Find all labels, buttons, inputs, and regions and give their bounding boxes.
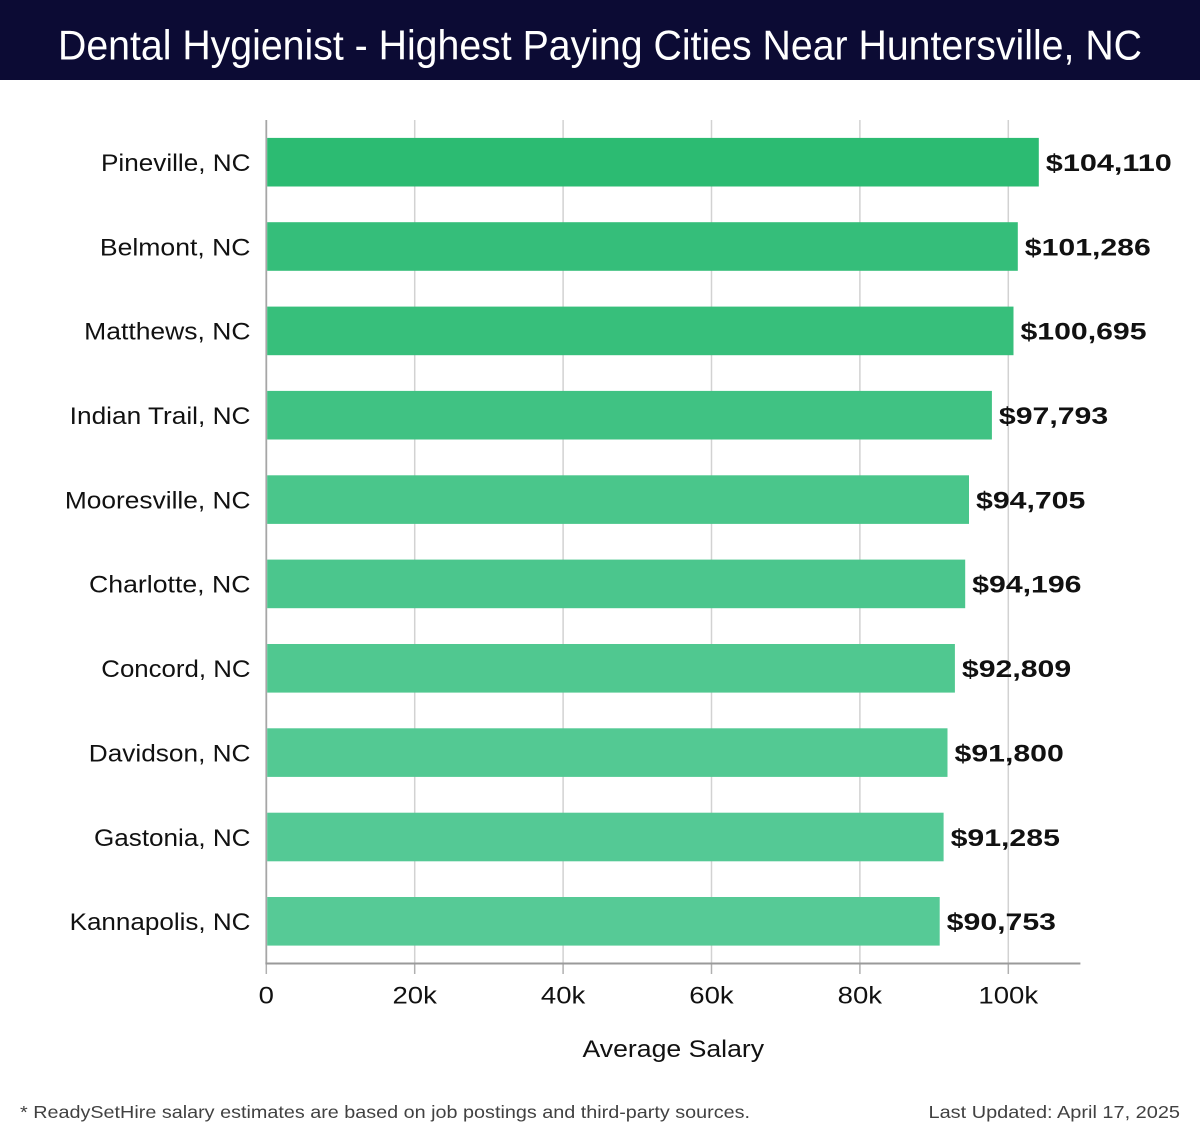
- svg-text:Gastonia, NC: Gastonia, NC: [94, 825, 251, 852]
- svg-text:$97,793: $97,793: [999, 403, 1108, 430]
- svg-text:Pineville, NC: Pineville, NC: [101, 150, 251, 177]
- svg-text:$104,110: $104,110: [1046, 150, 1172, 177]
- svg-text:$91,800: $91,800: [955, 740, 1064, 767]
- svg-text:100k: 100k: [978, 983, 1039, 1010]
- svg-text:Concord, NC: Concord, NC: [101, 656, 250, 683]
- svg-text:Average Salary: Average Salary: [583, 1036, 765, 1063]
- svg-text:Indian Trail, NC: Indian Trail, NC: [70, 403, 251, 430]
- svg-text:Kannapolis, NC: Kannapolis, NC: [70, 909, 251, 936]
- svg-text:Charlotte, NC: Charlotte, NC: [89, 572, 251, 599]
- svg-text:$101,286: $101,286: [1025, 234, 1151, 261]
- svg-text:$100,695: $100,695: [1021, 319, 1147, 346]
- svg-text:$90,753: $90,753: [947, 909, 1056, 936]
- svg-text:20k: 20k: [393, 983, 439, 1010]
- svg-text:Belmont, NC: Belmont, NC: [100, 234, 251, 261]
- svg-text:$92,809: $92,809: [962, 656, 1071, 683]
- svg-text:40k: 40k: [541, 983, 587, 1010]
- svg-text:$91,285: $91,285: [951, 825, 1060, 852]
- svg-text:Last Updated: April 17, 2025: Last Updated: April 17, 2025: [929, 1102, 1181, 1122]
- svg-text:80k: 80k: [838, 983, 884, 1010]
- svg-text:Davidson, NC: Davidson, NC: [89, 740, 251, 767]
- svg-text:Matthews, NC: Matthews, NC: [84, 319, 250, 346]
- svg-text:$94,705: $94,705: [976, 487, 1085, 514]
- svg-text:60k: 60k: [689, 983, 735, 1010]
- svg-text:Dental Hygienist - Highest Pay: Dental Hygienist - Highest Paying Cities…: [58, 22, 1142, 69]
- svg-text:$94,196: $94,196: [972, 572, 1081, 599]
- svg-text:* ReadySetHire salary estimate: * ReadySetHire salary estimates are base…: [20, 1102, 750, 1122]
- svg-text:Mooresville, NC: Mooresville, NC: [65, 487, 251, 514]
- svg-text:0: 0: [259, 983, 274, 1010]
